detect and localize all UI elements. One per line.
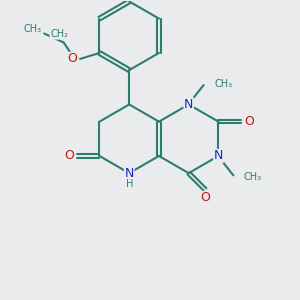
Text: CH₂: CH₂ [50,29,68,39]
Text: O: O [68,52,77,65]
Text: N: N [214,149,223,163]
Text: CH₃: CH₃ [244,172,262,182]
Text: N: N [184,98,194,111]
Text: N: N [124,167,134,180]
Text: O: O [244,115,254,128]
Text: H: H [125,179,133,190]
Text: CH₃: CH₃ [214,79,232,88]
Text: O: O [64,149,74,163]
Text: CH₃: CH₃ [24,24,42,34]
Text: O: O [200,191,210,204]
